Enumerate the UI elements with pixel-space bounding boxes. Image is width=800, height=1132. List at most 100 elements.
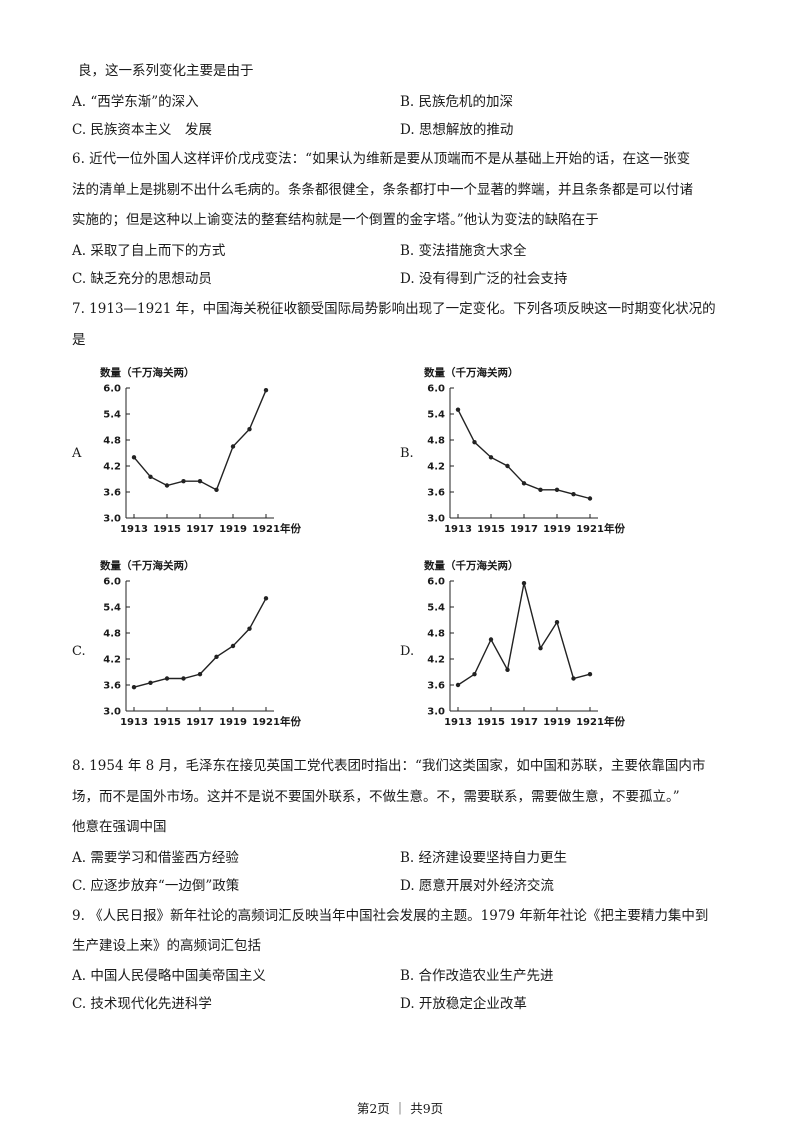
- q9-stem-line-1: 9. 《人民日报》新年社论的高频词汇反映当年中国社会发展的主题。1979 年新年…: [72, 908, 709, 924]
- data-point: [214, 487, 219, 493]
- y-tick-label: 6.0: [427, 384, 445, 395]
- data-point: [148, 474, 153, 480]
- chart-c: 数量（千万海关两） 3.0 3.6 4.2 4.8 5.4 6.0 1913 1915 1917 1…: [99, 559, 301, 728]
- y-tick-label: 4.2: [427, 655, 445, 666]
- page-footer: 第2页 ｜ 共9页: [356, 1101, 444, 1116]
- q9-option-d[interactable]: D. 开放稳定企业改革: [400, 996, 527, 1012]
- data-point: [164, 676, 170, 681]
- q8-stem-line-2: 场，而不是国外市场。这并不是说不要国外联系，不做生意。不，需要联系，需要做生意，…: [72, 789, 680, 805]
- data-point: [571, 676, 576, 681]
- q7-stem-line-2: 是: [72, 332, 86, 348]
- x-axis-title: 年份: [604, 522, 625, 535]
- x-tick-label: 1913: [444, 524, 472, 535]
- chart-b: 数量（千万海关两） 3.0 3.6 4.2 4.8 5.4 6.0 1913 1915 1917 1…: [423, 366, 625, 535]
- data-point: [455, 682, 461, 688]
- series-line: [457, 582, 591, 686]
- data-point: [197, 478, 203, 484]
- x-tick-label: 1913: [444, 717, 472, 728]
- q6-option-b[interactable]: B. 变法措施贪大求全: [400, 243, 527, 259]
- data-point: [587, 496, 593, 501]
- x-tick-label: 1915: [477, 717, 505, 728]
- chart-option-c-label[interactable]: C.: [72, 644, 86, 659]
- y-tick-label: 4.2: [103, 655, 121, 666]
- chart-option-d-label[interactable]: D.: [400, 644, 415, 659]
- x-tick-label: 1919: [219, 717, 247, 728]
- q8-option-b[interactable]: B. 经济建设要坚持自力更生: [400, 850, 568, 866]
- x-tick-label: 1917: [186, 524, 214, 535]
- data-point: [488, 455, 494, 460]
- y-axis-title: 数量（千万海关两）: [99, 366, 195, 379]
- q6-option-c[interactable]: C. 缺乏充分的思想动员: [72, 271, 212, 287]
- data-point: [263, 387, 269, 393]
- y-tick-label: 4.2: [103, 462, 121, 473]
- y-tick-label: 5.4: [103, 603, 121, 614]
- q6-stem-line-3: 实施的；但是这种以上谕变法的整套结构就是一个倒置的金字塔。”他认为变法的缺陷在于: [72, 212, 599, 228]
- q5-option-a[interactable]: A. “西学东渐”的深入: [72, 94, 199, 110]
- y-tick-label: 5.4: [427, 410, 445, 421]
- data-point: [230, 643, 236, 649]
- data-point: [554, 619, 560, 625]
- data-point: [197, 671, 203, 677]
- y-tick-label: 6.0: [427, 577, 445, 588]
- q5-option-b[interactable]: B. 民族危机的加深: [400, 94, 514, 110]
- x-tick-label: 1915: [153, 717, 181, 728]
- y-axis-title: 数量（千万海关两）: [99, 559, 195, 572]
- data-point: [181, 676, 186, 681]
- q9-option-b[interactable]: B. 合作改造农业生产先进: [400, 968, 554, 984]
- q6-stem-line-2: 法的清单上是挑剔不出什么毛病的。条条都很健全，条条都打中一个显著的弊端，并且条条…: [72, 182, 693, 198]
- data-point: [230, 444, 236, 449]
- y-tick-label: 3.0: [427, 707, 445, 718]
- y-tick-label: 3.6: [103, 488, 121, 499]
- x-tick-label: 1915: [477, 524, 505, 535]
- q5-option-c[interactable]: C. 民族资本主义 发展: [72, 122, 212, 138]
- y-tick-label: 6.0: [103, 577, 121, 588]
- data-point: [521, 481, 527, 486]
- q9-option-a[interactable]: A. 中国人民侵略中国美帝国主义: [72, 968, 266, 984]
- q6-option-a[interactable]: A. 采取了自上而下的方式: [72, 243, 226, 259]
- y-tick-label: 3.6: [427, 488, 445, 499]
- data-point: [587, 671, 593, 677]
- chart-option-a-label[interactable]: A: [72, 446, 82, 461]
- x-tick-label: 1917: [510, 524, 538, 535]
- x-tick-label: 1921: [576, 717, 604, 728]
- data-point: [505, 463, 510, 469]
- y-tick-label: 5.4: [103, 410, 121, 421]
- data-point: [131, 455, 137, 460]
- y-tick-label: 4.8: [427, 629, 445, 640]
- q8-option-c[interactable]: C. 应逐步放弃“一边倒”政策: [72, 878, 240, 894]
- data-point: [538, 487, 543, 493]
- data-point: [488, 637, 494, 642]
- data-point: [571, 491, 576, 497]
- data-point: [554, 487, 560, 493]
- q8-option-a[interactable]: A. 需要学习和借鉴西方经验: [72, 850, 239, 866]
- x-tick-label: 1919: [543, 524, 571, 535]
- q8-stem-line-1: 8. 1954 年 8 月，毛泽东在接见英国工党代表团时指出：“我们这类国家，如…: [72, 758, 706, 774]
- y-axis-title: 数量（千万海关两）: [423, 366, 519, 379]
- y-tick-label: 3.6: [103, 681, 121, 692]
- q9-option-c[interactable]: C. 技术现代化先进科学: [72, 996, 212, 1012]
- x-tick-label: 1915: [153, 524, 181, 535]
- series-line: [133, 389, 267, 491]
- q8-stem-line-3: 他意在强调中国: [72, 819, 167, 835]
- chart-option-b-label[interactable]: B.: [400, 446, 414, 461]
- y-tick-label: 5.4: [427, 603, 445, 614]
- x-tick-label: 1921: [252, 717, 280, 728]
- q8-option-d[interactable]: D. 愿意开展对外经济交流: [400, 878, 554, 894]
- q5-option-d[interactable]: D. 思想解放的推动: [400, 122, 514, 138]
- data-point: [214, 654, 219, 660]
- x-tick-label: 1913: [120, 717, 148, 728]
- q5-stem-tail: 良，这一系列变化主要是由于: [78, 63, 254, 79]
- x-tick-label: 1921: [576, 524, 604, 535]
- q6-option-d[interactable]: D. 没有得到广泛的社会支持: [400, 271, 568, 287]
- data-point: [455, 407, 461, 412]
- x-axis-title: 年份: [280, 715, 301, 728]
- data-point: [521, 580, 527, 586]
- y-axis-title: 数量（千万海关两）: [423, 559, 519, 572]
- data-point: [247, 426, 252, 432]
- x-tick-label: 1917: [186, 717, 214, 728]
- chart-a: 数量（千万海关两） 3.0 3.6 4.2 4.8 5.4 6.0 1913 1915 1917 1…: [99, 366, 301, 535]
- data-point: [131, 684, 137, 690]
- data-point: [148, 680, 153, 686]
- data-point: [263, 596, 269, 601]
- x-tick-label: 1919: [219, 524, 247, 535]
